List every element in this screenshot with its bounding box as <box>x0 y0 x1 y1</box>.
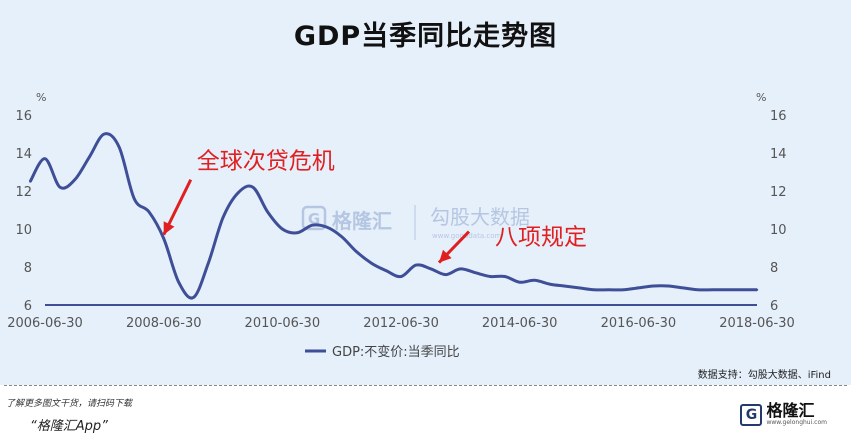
data-point <box>355 250 358 253</box>
x-tick-label: 2018-06-30 <box>719 316 795 331</box>
data-point <box>681 286 685 290</box>
x-tick-label: 2006-06-30 <box>7 316 83 331</box>
data-point <box>518 281 521 284</box>
data-point <box>548 282 551 286</box>
data-point <box>755 288 759 291</box>
watermark-mark-icon <box>301 205 327 231</box>
y-axis-unit-right: % <box>756 91 766 104</box>
data-point <box>73 178 77 181</box>
data-point <box>592 288 596 291</box>
x-tick-label: 2008-06-30 <box>126 316 202 331</box>
data-point <box>726 288 729 291</box>
data-point <box>103 132 106 136</box>
data-point <box>296 231 299 234</box>
y-tick-label-left: 12 <box>15 185 32 200</box>
y-tick-label-right: 10 <box>770 223 787 238</box>
series-line <box>28 132 757 300</box>
data-point <box>192 296 195 299</box>
data-point <box>43 157 47 160</box>
data-point <box>162 237 165 240</box>
data-point <box>266 210 269 214</box>
data-point <box>88 155 91 158</box>
y-tick-label-right: 6 <box>770 299 778 314</box>
y-tick-label-left: 6 <box>24 299 32 314</box>
data-point <box>667 284 670 288</box>
y-tick-label-right: 16 <box>770 109 787 124</box>
data-point <box>58 186 62 189</box>
y-tick-label-right: 14 <box>770 147 787 162</box>
y-tick-label-right: 12 <box>770 185 787 200</box>
source-note: 数据支持：勾股大数据、iFind <box>698 368 831 381</box>
y-tick-label-left: 10 <box>15 223 32 238</box>
y-tick-label-left: 16 <box>15 109 32 124</box>
data-point <box>207 262 210 265</box>
data-point <box>637 286 640 290</box>
data-point <box>221 216 225 219</box>
x-tick-label: 2014-06-30 <box>482 316 558 331</box>
data-point <box>607 288 610 291</box>
legend-label: GDP:不变价:当季同比 <box>332 344 460 360</box>
data-point <box>711 288 714 291</box>
data-point <box>444 273 447 276</box>
y-axis-unit-left: % <box>36 91 46 104</box>
footer-app-name: “格隆汇App” <box>30 419 108 434</box>
annotation-eight-rules-arrow-head <box>438 249 452 263</box>
data-point <box>236 191 240 195</box>
footer-divider <box>4 385 847 386</box>
data-point <box>147 210 151 214</box>
brand-name: 格隆汇 <box>766 401 815 420</box>
data-point <box>489 275 492 278</box>
data-point <box>741 288 744 291</box>
data-point <box>281 227 284 231</box>
brand-logo[interactable]: G 格隆汇 www.gelonghui.com <box>740 402 827 427</box>
y-tick-label-right: 8 <box>770 261 778 276</box>
data-point <box>370 262 373 265</box>
data-point <box>133 197 136 200</box>
data-point <box>251 186 255 189</box>
data-point <box>118 146 121 149</box>
y-tick-label-left: 14 <box>15 147 32 162</box>
annotation-crisis-arrow-head <box>163 221 175 235</box>
y-tick-label-left: 8 <box>24 261 32 276</box>
data-point <box>563 284 566 288</box>
data-point <box>414 263 418 267</box>
x-tick-label: 2016-06-30 <box>601 316 677 331</box>
data-point <box>325 225 328 229</box>
data-point <box>533 279 536 282</box>
data-point <box>696 288 699 291</box>
data-point <box>385 269 388 272</box>
data-point <box>503 275 507 278</box>
watermark-brand: 格隆汇 <box>332 209 392 233</box>
watermark-text: 勾股大数据 <box>430 205 530 229</box>
data-point <box>340 235 343 238</box>
data-point <box>399 275 403 278</box>
brand-mark-icon: G <box>740 403 763 426</box>
data-point <box>622 288 625 291</box>
data-point <box>577 286 581 290</box>
x-tick-label: 2012-06-30 <box>363 316 439 331</box>
data-point <box>474 271 477 274</box>
data-point <box>652 284 655 288</box>
brand-url: www.gelonghui.com <box>766 419 827 426</box>
footer-note: 了解更多图文干货，请扫码下载 <box>6 399 133 409</box>
annotation-eight-rules-label: 八项规定 <box>495 225 587 251</box>
data-point <box>311 224 314 227</box>
annotation-crisis-label: 全球次贷危机 <box>197 149 335 175</box>
data-point <box>459 267 462 271</box>
chart-panel: GDP当季同比走势图 G 格隆汇 勾股大数据 www.gogudata.com … <box>0 0 851 385</box>
chart-title: GDP当季同比走势图 <box>293 21 558 52</box>
data-point <box>177 281 180 284</box>
data-point <box>429 267 433 271</box>
x-tick-label: 2010-06-30 <box>245 316 321 331</box>
data-point <box>29 180 32 183</box>
gdp-line-chart: G 格隆汇 勾股大数据 www.gogudata.com 66881010121… <box>7 91 831 381</box>
